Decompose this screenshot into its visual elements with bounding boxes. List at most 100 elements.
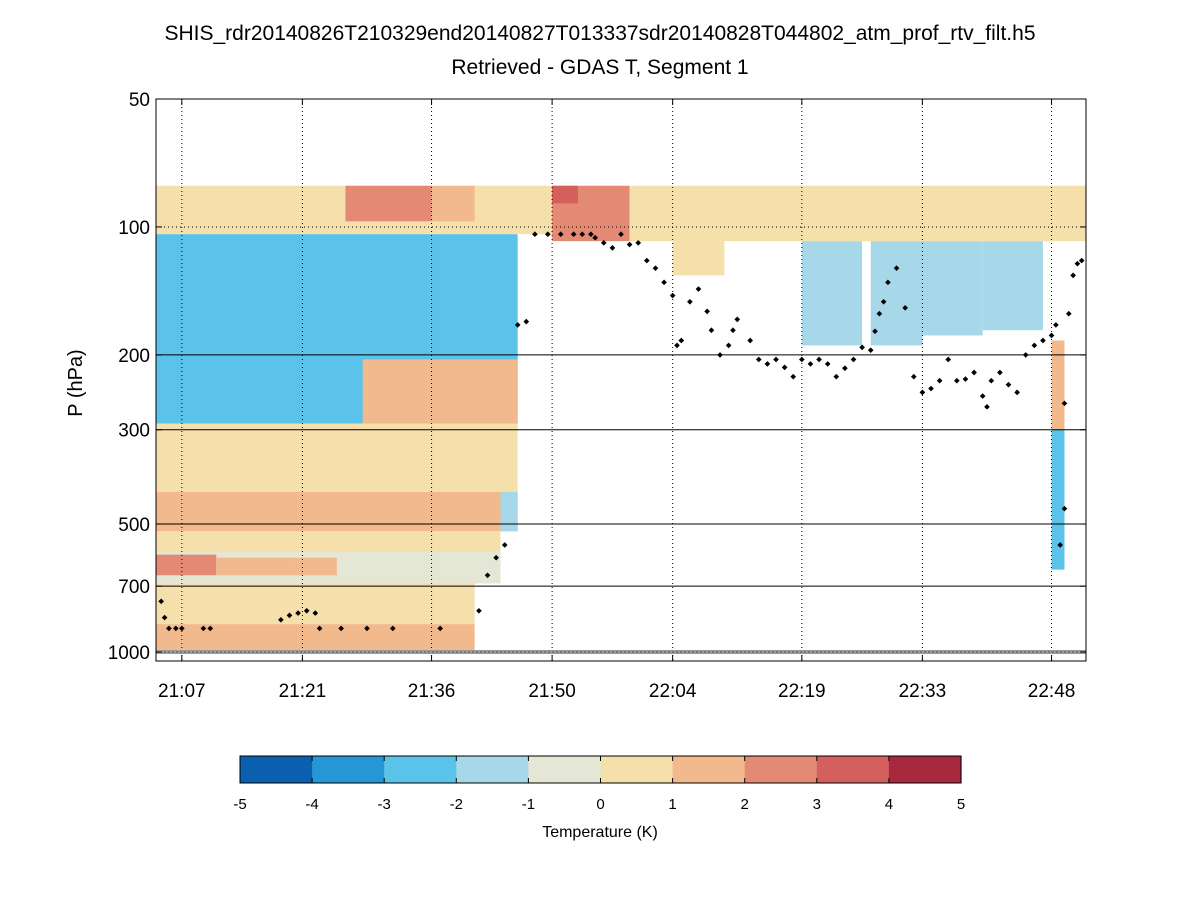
colorbar-tick-label: -5 [233, 796, 246, 813]
colorbar-segment [744, 756, 818, 783]
y-tick-label: 100 [118, 218, 150, 239]
colorbar-segment [600, 756, 674, 783]
colorbar-segment [888, 756, 962, 783]
tropopause-marker [514, 322, 521, 328]
heatmap-cell [156, 423, 518, 492]
y-tick-label: 700 [118, 577, 150, 598]
x-tick-label: 21:21 [279, 681, 327, 702]
tropopause-marker [872, 328, 878, 335]
x-tick-label: 22:19 [778, 681, 826, 702]
colorbar-tick-label: 4 [885, 796, 893, 813]
tropopause-marker [902, 305, 908, 311]
plot-area-frame [155, 98, 1087, 662]
tropopause-marker [1053, 322, 1059, 328]
tropopause-marker [179, 625, 185, 632]
tropopause-marker [389, 625, 396, 632]
tropopause-marker [644, 257, 650, 264]
heatmap-cell [156, 491, 518, 532]
x-tick-label: 22:33 [899, 681, 947, 702]
tropopause-marker [1005, 381, 1012, 388]
heatmap-cell [156, 531, 501, 552]
y-tick-label: 500 [118, 515, 150, 536]
tropopause-marker [919, 389, 926, 396]
colorbar-tick-label: -1 [522, 796, 535, 813]
colorbar-segment [240, 756, 313, 783]
tropopause-marker [824, 361, 831, 367]
heatmap-cell [1051, 429, 1065, 570]
tropopause-marker [437, 625, 443, 632]
tropopause-marker [303, 607, 310, 614]
tropopause-marker [945, 356, 952, 363]
tropopause-marker [708, 327, 715, 334]
tropopause-marker [295, 610, 301, 616]
tropopause-marker [1061, 505, 1068, 512]
tropopause-marker [962, 376, 969, 382]
tropopause-marker [893, 265, 900, 271]
tropopause-marker [717, 352, 723, 358]
tropopause-marker [674, 342, 680, 349]
colorbar-tick-label: 1 [668, 796, 676, 813]
tropopause-marker [954, 377, 960, 384]
colorbar-tick-label: -3 [378, 796, 391, 813]
tropopause-marker [207, 625, 214, 632]
tropopause-marker [476, 607, 482, 614]
tropopause-marker [557, 231, 564, 238]
colorbar-segment [528, 756, 602, 783]
tropopause-marker [781, 364, 788, 371]
tropopause-marker [158, 598, 164, 605]
colorbar-segment [384, 756, 457, 783]
tropopause-marker [997, 369, 1003, 376]
tropopause-marker [1031, 342, 1038, 349]
tropopause-marker [618, 231, 624, 238]
tropopause-marker [850, 356, 857, 363]
heatmap-cell [552, 185, 578, 204]
tropopause-marker [286, 612, 293, 619]
tropopause-marker [704, 308, 710, 315]
heatmap-cell [431, 185, 475, 222]
heatmap-cell [362, 359, 518, 424]
tropopause-marker [833, 373, 840, 380]
tropopause-marker [971, 369, 977, 376]
heatmap-cell [870, 241, 923, 346]
tropopause-marker [161, 614, 168, 621]
tropopause-marker [1014, 389, 1020, 396]
tropopause-marker [1070, 272, 1076, 279]
tropopause-marker [678, 337, 685, 344]
colorbar-tick-label: -2 [450, 796, 463, 813]
tropopause-marker [501, 542, 508, 548]
colorbar-tick-label: 5 [957, 796, 965, 813]
colorbar-tick-label: -4 [305, 796, 318, 813]
x-tick-label: 21:36 [408, 681, 456, 702]
tropopause-marker [928, 385, 934, 392]
tropopause-marker [172, 625, 179, 632]
tropopause-marker [312, 610, 319, 616]
tropopause-marker [338, 625, 344, 632]
tropopause-marker [532, 231, 538, 238]
tropopause-marker [316, 625, 323, 632]
tropopause-marker [859, 344, 865, 351]
heatmap-cell [156, 583, 475, 625]
heatmap-cell [982, 241, 1043, 331]
tropopause-marker [579, 231, 586, 238]
tropopause-marker [730, 327, 736, 334]
tropopause-marker [790, 373, 797, 380]
tropopause-marker [747, 337, 753, 344]
tropopause-marker [635, 240, 642, 246]
x-tick-label: 21:50 [528, 681, 576, 702]
tropopause-marker [807, 361, 814, 367]
tropopause-marker [755, 356, 762, 363]
colorbar: -5 -4 -3 -2 -1 0 1 2 3 4 5 [233, 755, 965, 813]
heatmap-cells [156, 185, 1086, 651]
tropopause-marker [661, 279, 667, 286]
colorbar-segment [456, 756, 529, 783]
chart-title: SHIS_rdr20140826T210329end20140827T01333… [164, 22, 1035, 45]
tropopause-marker [842, 365, 848, 372]
tropopause-marker [626, 241, 633, 248]
tropopause-marker [570, 231, 577, 238]
tropopause-marker [652, 265, 659, 271]
tropopause-marker [544, 231, 551, 238]
tropopause-marker [364, 625, 370, 632]
x-tick-label: 22:48 [1028, 681, 1076, 702]
y-tick-label: 200 [118, 346, 150, 367]
